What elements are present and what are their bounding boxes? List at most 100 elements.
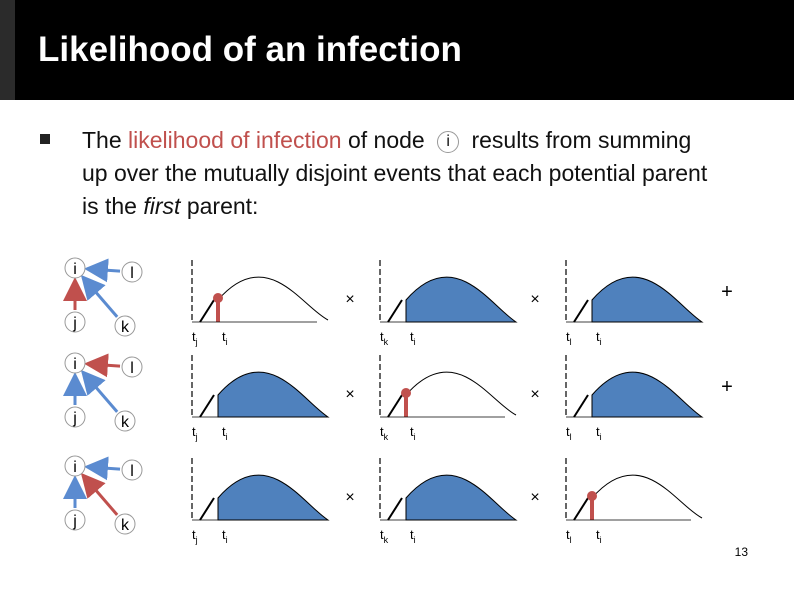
- infection-edge: [83, 353, 121, 378]
- node: [64, 406, 86, 428]
- node: [114, 410, 136, 432]
- time-label: tl: [566, 424, 572, 442]
- time-sub: l: [570, 535, 572, 545]
- header: Likelihood of an infection: [0, 0, 794, 100]
- node-label: i: [73, 261, 77, 278]
- time-base: t: [410, 424, 414, 439]
- time-base: t: [380, 329, 384, 344]
- text: results from summing up over the mutuall…: [82, 127, 708, 219]
- time-base: t: [596, 329, 600, 344]
- node: [114, 315, 136, 337]
- bullet-text: The likelihood of infection of node i re…: [82, 124, 722, 223]
- parent-tick: [573, 497, 589, 521]
- time-base: t: [596, 527, 600, 542]
- time-sub: i: [414, 337, 416, 347]
- node: [114, 513, 136, 535]
- time-base: t: [192, 329, 196, 344]
- parent-tick: [387, 497, 403, 521]
- edge: [83, 258, 121, 283]
- page-number: 13: [735, 545, 749, 559]
- node: [64, 352, 86, 374]
- time-label: ti: [596, 527, 602, 545]
- time-base: t: [222, 527, 226, 542]
- time-sub: i: [600, 535, 602, 545]
- likelihood-curve: [405, 371, 517, 416]
- node: [121, 356, 143, 378]
- time-sub: i: [600, 432, 602, 442]
- time-label: tk: [380, 329, 389, 347]
- parent-tick: [199, 299, 215, 323]
- time-base: t: [410, 527, 414, 542]
- slide-title: Likelihood of an infection: [38, 30, 462, 69]
- infection-dot: [587, 491, 597, 501]
- node: [121, 459, 143, 481]
- node-label: l: [130, 463, 134, 480]
- node-label: j: [72, 410, 77, 427]
- survival-area: [217, 474, 330, 521]
- text: of node: [341, 127, 432, 153]
- time-base: t: [380, 424, 384, 439]
- time-base: t: [192, 527, 196, 542]
- likelihood-curve: [591, 474, 703, 519]
- header-stripe: [0, 0, 15, 100]
- bullet-mark: [40, 134, 50, 144]
- survival-area: [591, 276, 704, 323]
- time-base: t: [566, 527, 570, 542]
- infection-dot: [213, 293, 223, 303]
- node-label: k: [121, 517, 130, 534]
- operator: ×: [345, 291, 354, 308]
- time-sub: i: [226, 432, 228, 442]
- time-sub: i: [414, 432, 416, 442]
- survival-area: [591, 371, 704, 418]
- node: [64, 311, 86, 333]
- time-label: ti: [596, 424, 602, 442]
- survival-area: [405, 276, 518, 323]
- text: The: [82, 127, 129, 153]
- time-base: t: [380, 527, 384, 542]
- time-sub: i: [226, 535, 228, 545]
- time-sub: i: [600, 337, 602, 347]
- time-label: ti: [410, 424, 416, 442]
- time-label: ti: [410, 329, 416, 347]
- time-base: t: [192, 424, 196, 439]
- infection-dot: [401, 388, 411, 398]
- time-label: ti: [222, 527, 228, 545]
- node-label: l: [130, 360, 134, 377]
- time-label: tk: [380, 527, 389, 545]
- edge: [83, 456, 121, 481]
- time-sub: j: [195, 432, 198, 442]
- node-label: k: [121, 319, 130, 336]
- operator: +: [721, 376, 733, 398]
- time-label: tj: [192, 424, 198, 442]
- time-base: t: [596, 424, 600, 439]
- time-sub: i: [414, 535, 416, 545]
- time-sub: j: [195, 535, 198, 545]
- time-label: ti: [596, 329, 602, 347]
- time-base: t: [566, 424, 570, 439]
- parent-tick: [387, 394, 403, 418]
- operator: +: [721, 281, 733, 303]
- time-sub: k: [384, 432, 389, 442]
- parent-tick: [573, 299, 589, 323]
- time-base: t: [410, 329, 414, 344]
- emphasis: first: [143, 193, 181, 219]
- time-sub: l: [570, 337, 572, 347]
- edge: [80, 369, 119, 413]
- operator: ×: [530, 489, 539, 506]
- node-label: l: [130, 265, 134, 282]
- inline-node: i: [437, 130, 460, 153]
- likelihood-curve: [217, 276, 329, 321]
- edge: [80, 274, 119, 318]
- node: [64, 455, 86, 477]
- parent-tick: [199, 497, 215, 521]
- operator: ×: [530, 386, 539, 403]
- time-label: tk: [380, 424, 389, 442]
- text: parent:: [180, 193, 259, 219]
- node-label: i: [73, 356, 77, 373]
- time-sub: l: [570, 432, 572, 442]
- survival-area: [405, 474, 518, 521]
- time-label: ti: [222, 424, 228, 442]
- time-sub: k: [384, 535, 389, 545]
- node-label: j: [72, 513, 77, 530]
- node: [121, 261, 143, 283]
